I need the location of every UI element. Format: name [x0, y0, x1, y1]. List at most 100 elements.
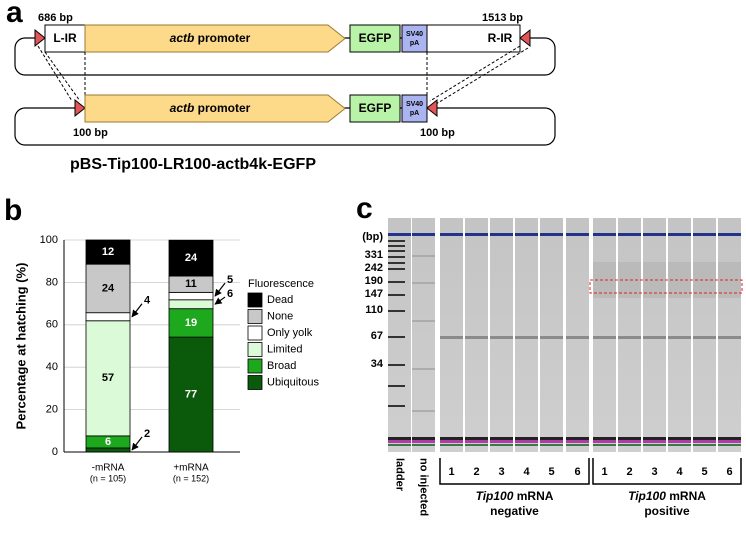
gel-lane [618, 218, 641, 452]
marker-band [465, 444, 488, 446]
group-condition: negative [490, 504, 539, 518]
ladder-band [388, 245, 405, 247]
marker-band [618, 444, 641, 446]
ir-triangle [426, 98, 438, 118]
sv40-label: SV40 [406, 101, 423, 108]
marker-band [566, 440, 589, 443]
marker-band [718, 444, 741, 446]
marker-band [388, 440, 411, 443]
gel-lane [490, 218, 513, 452]
unit-label: (bp) [362, 231, 383, 243]
marker-band [412, 437, 435, 440]
marker-band [412, 233, 435, 236]
lane-number: 2 [473, 466, 479, 478]
y-tick-label: 60 [46, 319, 58, 331]
marker-band [668, 444, 691, 446]
label-arrow [131, 436, 143, 451]
ir-triangle [74, 98, 86, 118]
ladder-band [388, 240, 405, 242]
sample-band [718, 336, 741, 339]
sample-smear [693, 262, 716, 298]
legend-swatch [247, 325, 263, 341]
promoter-word: promoter [198, 31, 251, 45]
gel-lane [412, 218, 435, 452]
egfp-box [349, 94, 401, 123]
legend-swatch [247, 342, 263, 357]
lane-number: 5 [548, 466, 554, 478]
label-arrow [131, 303, 143, 318]
value-label: 11 [185, 278, 197, 290]
ladder-band [388, 256, 405, 258]
lane-number: 2 [626, 466, 632, 478]
marker-band [465, 437, 488, 440]
gel-lane [668, 218, 691, 452]
group-title: Tip100 mRNA [628, 489, 706, 503]
ladder-size: 331 [365, 249, 383, 261]
ladder-size: 110 [365, 304, 383, 316]
bar-segment [168, 299, 214, 310]
sample-band [593, 336, 616, 339]
group-title: Tip100 mRNA [476, 489, 554, 503]
gel-lane [718, 218, 741, 452]
sample-smear [718, 262, 741, 298]
lane-label: no injected [418, 458, 430, 516]
marker-band [593, 440, 616, 443]
gene-name: actb [170, 31, 195, 45]
ladder-size: 67 [371, 330, 383, 342]
marker-band [515, 233, 538, 236]
marker-band [440, 437, 463, 440]
value-label: 19 [185, 317, 197, 329]
ladder-band [388, 364, 405, 366]
marker-band [388, 233, 411, 236]
sample-band [643, 336, 666, 339]
x-tick-label: +mRNA [173, 463, 209, 474]
bar-segment [168, 336, 214, 453]
legend-label: Broad [267, 360, 296, 372]
sample-smear [668, 262, 691, 298]
value-label: 12 [102, 246, 114, 258]
construct-name: pBS-Tip100-LR100-actb4k-EGFP [70, 156, 316, 173]
faint-band [412, 320, 435, 322]
gel-lane [515, 218, 538, 452]
bar-segment [85, 263, 131, 314]
egfp-box [349, 24, 401, 53]
marker-band [693, 440, 716, 443]
ladder-band [388, 262, 405, 264]
x-tick-note: (n = 152) [173, 473, 209, 483]
size-label: 686 bp [38, 12, 73, 24]
bar-segment [85, 320, 131, 437]
legend-label: Ubiquitous [267, 376, 319, 388]
value-label: 6 [105, 436, 111, 448]
label-arrow [214, 282, 226, 297]
marker-band [618, 437, 641, 440]
lane-number: 6 [726, 466, 732, 478]
marker-band [593, 437, 616, 440]
marker-band [515, 444, 538, 446]
marker-band [440, 440, 463, 443]
marker-band [566, 437, 589, 440]
y-axis-label: Percentage at hatching (%) [13, 263, 28, 430]
faint-band [412, 255, 435, 257]
faint-band [412, 368, 435, 370]
lane-number: 6 [574, 466, 580, 478]
value-label: 77 [185, 388, 197, 400]
group-bracket [592, 458, 742, 485]
legend-title: Fluorescence [248, 278, 314, 290]
legend-swatch [247, 292, 263, 308]
group-word: mRNA [669, 489, 706, 503]
gel-lane [388, 218, 411, 452]
r-ir-box [426, 24, 521, 53]
y-tick-label: 80 [46, 276, 58, 288]
panel-letter: b [4, 194, 22, 227]
sample-band [515, 336, 538, 339]
legend-label: None [267, 310, 293, 322]
legend-swatch [247, 358, 263, 374]
marker-band [643, 440, 666, 443]
bar-segment [168, 308, 214, 338]
marker-band [540, 233, 563, 236]
r-ir-label: R-IR [488, 31, 513, 45]
legend-swatch [247, 309, 263, 324]
ladder-band [388, 385, 405, 387]
bar-segment [85, 312, 131, 322]
